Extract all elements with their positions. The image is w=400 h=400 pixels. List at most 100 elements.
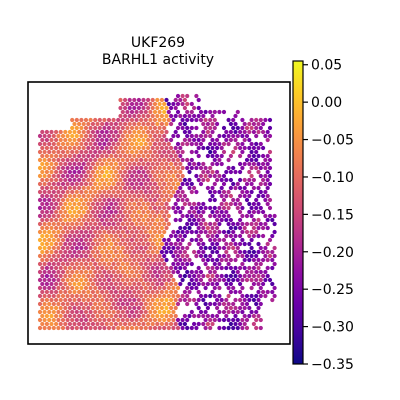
spot <box>139 197 144 203</box>
spot <box>83 285 89 291</box>
spot <box>123 313 128 319</box>
spot <box>109 185 114 191</box>
spot <box>60 213 66 219</box>
spot <box>127 97 132 103</box>
spot <box>95 321 100 327</box>
spot <box>83 277 89 283</box>
spot <box>72 121 77 127</box>
spot <box>118 153 123 159</box>
spot <box>113 257 118 263</box>
spot <box>196 289 201 295</box>
spot <box>127 281 132 287</box>
spot <box>194 277 199 283</box>
spot <box>150 97 155 103</box>
spot <box>208 173 213 179</box>
spot <box>86 321 91 327</box>
spot <box>127 209 132 215</box>
spot <box>162 293 167 299</box>
spot <box>120 205 125 211</box>
spot <box>263 117 268 123</box>
spot <box>166 309 171 315</box>
spot <box>265 137 270 143</box>
spot <box>208 293 213 299</box>
spot <box>118 217 123 223</box>
spot <box>49 145 54 151</box>
spot <box>127 169 132 175</box>
spot <box>258 117 263 123</box>
spot <box>56 157 61 163</box>
spot <box>166 237 171 243</box>
spot <box>189 157 194 163</box>
spot <box>192 201 197 207</box>
spot <box>159 185 164 191</box>
spot <box>111 221 116 227</box>
spot <box>150 217 155 223</box>
spot <box>54 305 59 311</box>
spot <box>242 305 247 311</box>
spot <box>116 213 121 219</box>
spot <box>228 177 233 183</box>
spot <box>83 125 89 131</box>
spot <box>88 269 93 275</box>
spot <box>132 225 137 231</box>
spot <box>49 321 54 327</box>
spot <box>134 269 139 275</box>
spot <box>254 261 259 267</box>
spot <box>118 137 123 143</box>
spot <box>175 157 181 163</box>
spot <box>100 129 105 135</box>
spot <box>44 209 50 215</box>
spot <box>74 157 79 163</box>
spot <box>134 237 139 243</box>
spot <box>217 173 222 179</box>
spot <box>132 113 137 119</box>
spot <box>132 233 137 239</box>
spot <box>178 249 183 255</box>
spot <box>240 277 245 283</box>
spot <box>58 313 63 319</box>
spot <box>118 201 123 207</box>
spot <box>88 197 93 203</box>
spot <box>226 325 231 331</box>
spot <box>37 221 43 227</box>
spot <box>132 241 137 247</box>
spot <box>77 257 82 263</box>
spot <box>93 213 98 219</box>
spot <box>93 261 98 267</box>
colorbar-ticks: 0.050.00−0.05−0.10−0.15−0.20−0.25−0.30−0… <box>303 58 354 373</box>
spot <box>150 249 155 255</box>
spot <box>136 241 141 247</box>
spot <box>238 209 243 215</box>
spot <box>141 297 146 303</box>
spot <box>226 293 231 299</box>
spot <box>116 181 121 187</box>
spot <box>171 285 176 291</box>
spot <box>247 193 252 199</box>
spot <box>139 261 144 267</box>
spot <box>221 125 227 131</box>
spot <box>132 313 137 319</box>
spot <box>185 293 190 299</box>
spot <box>56 309 61 315</box>
spot <box>157 181 162 187</box>
spot <box>67 249 72 255</box>
spot <box>157 245 162 251</box>
spot <box>152 325 158 331</box>
spot <box>60 245 66 251</box>
spot <box>129 101 135 107</box>
spot <box>106 301 112 307</box>
spot <box>196 233 201 239</box>
spot <box>47 181 52 187</box>
spot <box>72 177 77 183</box>
spot <box>143 221 148 227</box>
spot <box>72 289 77 295</box>
spot <box>51 133 56 139</box>
spot <box>63 249 68 255</box>
spot <box>123 297 128 303</box>
spot <box>254 293 259 299</box>
spot <box>100 241 105 247</box>
spot <box>37 205 43 211</box>
spot <box>118 161 123 167</box>
spot <box>116 277 121 283</box>
spot <box>189 133 194 139</box>
